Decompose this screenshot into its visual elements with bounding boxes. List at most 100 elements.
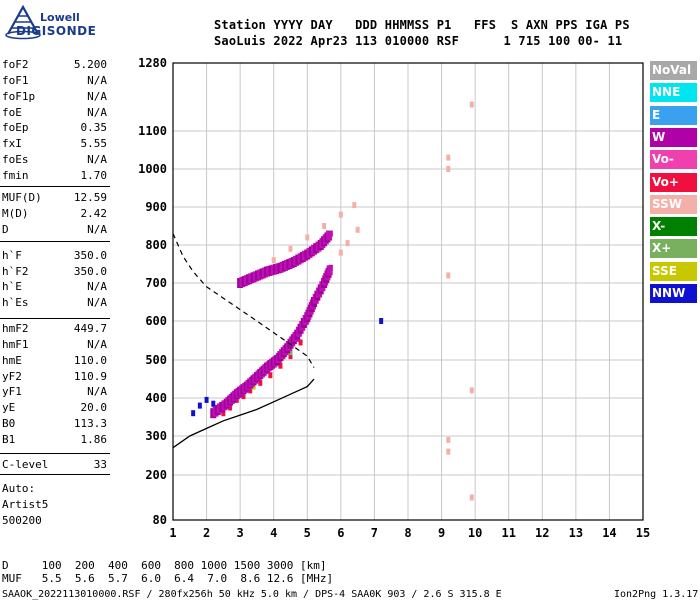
- y-tick-label: 600: [145, 314, 167, 328]
- echo-point: [446, 272, 451, 279]
- x-tick-label: 4: [270, 526, 277, 540]
- logo-lowell: Lowell: [40, 11, 80, 24]
- param-name-fxi: fxI: [2, 137, 22, 150]
- x-tick-label: 11: [501, 526, 515, 540]
- param-name-hes: h`Es: [2, 296, 29, 309]
- echo-point: [288, 349, 293, 356]
- echo-point: [221, 410, 226, 417]
- echo-point: [446, 448, 451, 455]
- legend-item-ssw: SSW: [650, 194, 697, 214]
- legend-item-e: E: [650, 105, 697, 125]
- echo-point: [211, 400, 216, 407]
- echo-point: [197, 402, 202, 409]
- param-value-foep: 0.35: [80, 121, 108, 134]
- echo-point: [326, 265, 333, 276]
- param-value-fmin: 1.70: [80, 169, 108, 182]
- y-tick-label: 1280: [138, 56, 167, 70]
- param-value-hmf1: N/A: [87, 338, 107, 351]
- param-name-d: D: [2, 223, 9, 236]
- x-tick-label: 14: [602, 526, 616, 540]
- y-tick-label: 800: [145, 238, 167, 252]
- param-name-foep: foEp: [2, 121, 29, 134]
- echo-point: [345, 240, 350, 247]
- x-tick-label: 12: [535, 526, 549, 540]
- param-name-hmf2: hmF2: [2, 322, 29, 335]
- legend-item-sse: SSE: [650, 261, 697, 281]
- y-tick-label: 200: [145, 468, 167, 482]
- legend-item-w: W: [650, 127, 697, 147]
- model-trace: [172, 233, 315, 368]
- param-name-ye: yE: [2, 401, 16, 414]
- separator: [0, 318, 110, 319]
- x-tick-label: 8: [404, 526, 411, 540]
- legend-item-nnw: NNW: [650, 284, 697, 303]
- param-value-yf1: N/A: [87, 385, 107, 398]
- param-name-md: M(D): [2, 207, 29, 220]
- ionosonde-antenna-icon: [5, 4, 41, 40]
- param-value-yf2: 110.9: [73, 370, 107, 383]
- x-tick-label: 10: [468, 526, 482, 540]
- echo-point: [305, 234, 310, 241]
- param-value-d: N/A: [87, 223, 107, 236]
- y-tick-label: 900: [145, 200, 167, 214]
- echo-point: [268, 372, 273, 379]
- separator: [0, 453, 110, 454]
- x-tick-label: 13: [569, 526, 583, 540]
- param-value-foe: N/A: [87, 106, 107, 119]
- param-name-foe: foE: [2, 106, 22, 119]
- header-line-2: SaoLuis 2022 Apr23 113 010000 RSF 1 715 …: [214, 34, 623, 48]
- param-value-hf2: 350.0: [73, 265, 107, 278]
- param-value-fof1: N/A: [87, 74, 107, 87]
- echo-point: [352, 202, 357, 209]
- echo-point: [355, 226, 360, 233]
- echo-point: [469, 387, 474, 394]
- x-tick-label: 7: [371, 526, 378, 540]
- param-name-foes: foEs: [2, 153, 29, 166]
- legend-item-vo-: Vo-: [650, 150, 697, 170]
- param-name-fof1: foF1: [2, 74, 29, 87]
- param-value-b0: 113.3: [73, 417, 107, 430]
- echo-point: [326, 230, 333, 241]
- distance-row: D 100 200 400 600 800 1000 1500 3000 [km…: [2, 559, 327, 572]
- header-line-1: Station YYYY DAY DDD HHMMSS P1 FFS S AXN…: [214, 18, 630, 32]
- echo-point: [228, 404, 233, 411]
- echo-point: [191, 410, 196, 417]
- param-name-he: h`E: [2, 280, 22, 293]
- separator: [0, 474, 110, 475]
- legend-item-noval: NoVal: [650, 61, 697, 80]
- echo-point: [446, 154, 451, 161]
- echo-point: [288, 353, 293, 360]
- x-tick-label: 6: [337, 526, 344, 540]
- echo-point: [338, 211, 343, 218]
- param-name-hf: h`F: [2, 249, 22, 262]
- x-tick-label: 2: [203, 526, 210, 540]
- echo-point: [258, 379, 263, 386]
- echo-point: [469, 494, 474, 501]
- y-tick-label: 700: [145, 276, 167, 290]
- param-name-mufd: MUF(D): [2, 191, 42, 204]
- y-tick-label: 1100: [138, 124, 167, 138]
- muf-row: MUF 5.5 5.6 5.7 6.0 6.4 7.0 8.6 12.6 [MH…: [2, 572, 334, 585]
- param-name-hf2: h`F2: [2, 265, 29, 278]
- param-name-yf1: yF1: [2, 385, 22, 398]
- param-value-hes: N/A: [87, 296, 107, 309]
- param-value-fof2: 5.200: [73, 58, 107, 71]
- x-tick-label: 3: [237, 526, 244, 540]
- legend-item-nne: NNE: [650, 83, 697, 103]
- echo-point: [288, 245, 293, 252]
- param-value-ye: 20.0: [80, 401, 108, 414]
- y-tick-label: 400: [145, 391, 167, 405]
- param-value-mufd: 12.59: [73, 191, 107, 204]
- echo-point: [298, 339, 303, 346]
- y-tick-label: 80: [153, 513, 167, 527]
- legend-item-x-: X+: [650, 239, 697, 259]
- param-value-clevel: 33: [93, 458, 107, 471]
- x-tick-label: 1: [169, 526, 176, 540]
- auto-label: Auto:: [2, 482, 36, 495]
- echo-point: [469, 101, 474, 108]
- param-name-hme: hmE: [2, 354, 22, 367]
- echo-point: [204, 396, 209, 403]
- echo-point: [241, 393, 246, 400]
